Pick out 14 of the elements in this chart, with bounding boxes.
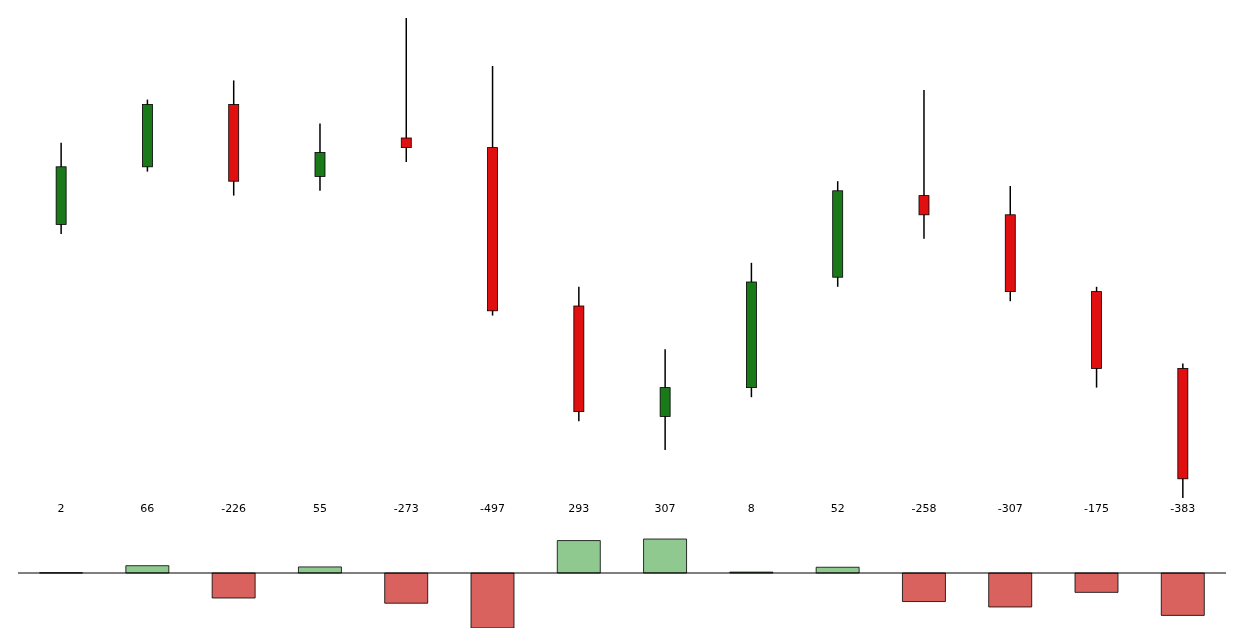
data-label: -175 (1084, 502, 1109, 515)
data-label: -226 (221, 502, 247, 515)
data-label: -497 (480, 502, 505, 515)
data-label: -307 (997, 502, 1023, 515)
data-label: -273 (393, 502, 419, 515)
data-label: 55 (312, 502, 327, 515)
data-label: -258 (911, 502, 937, 515)
data-label: 52 (830, 502, 845, 515)
data-label: 66 (140, 502, 155, 515)
data-label: 293 (568, 502, 590, 515)
data-label: 8 (747, 502, 755, 515)
data-label: 2 (57, 502, 65, 515)
data-label: 307 (654, 502, 676, 515)
data-label: -383 (1170, 502, 1196, 515)
